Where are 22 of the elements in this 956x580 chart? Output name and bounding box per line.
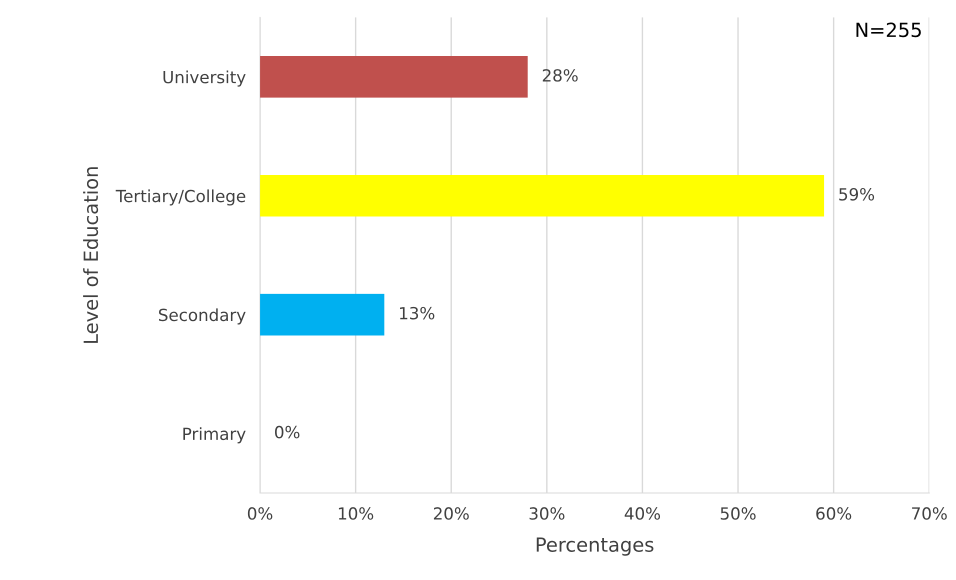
x-tick-label: 50% [720,507,756,520]
y-tick-label: Secondary [158,308,246,324]
x-tick-label: 0% [248,507,272,520]
data-label: 59% [839,188,874,201]
data-label: 28% [542,69,578,82]
y-tick-label: Tertiary/College [116,189,246,206]
y-tick-label: Primary [183,427,246,444]
x-tick-label: 60% [816,507,852,520]
x-tick-label: 20% [434,507,469,520]
y-axis-title: Level of Education [83,167,98,343]
annotation: N=255 [856,22,921,38]
y-tick-label: University [164,70,246,87]
x-axis-title: Percentages [536,538,654,556]
x-tick-label: 40% [624,507,660,520]
bar [260,56,528,98]
data-label: 0% [275,426,300,438]
data-label: 13% [400,306,434,320]
bar [260,174,824,217]
x-tick-label: 30% [530,507,564,520]
x-tick-label: 10% [338,507,374,520]
bar [260,294,384,336]
x-tick-label: 70% [912,507,947,520]
